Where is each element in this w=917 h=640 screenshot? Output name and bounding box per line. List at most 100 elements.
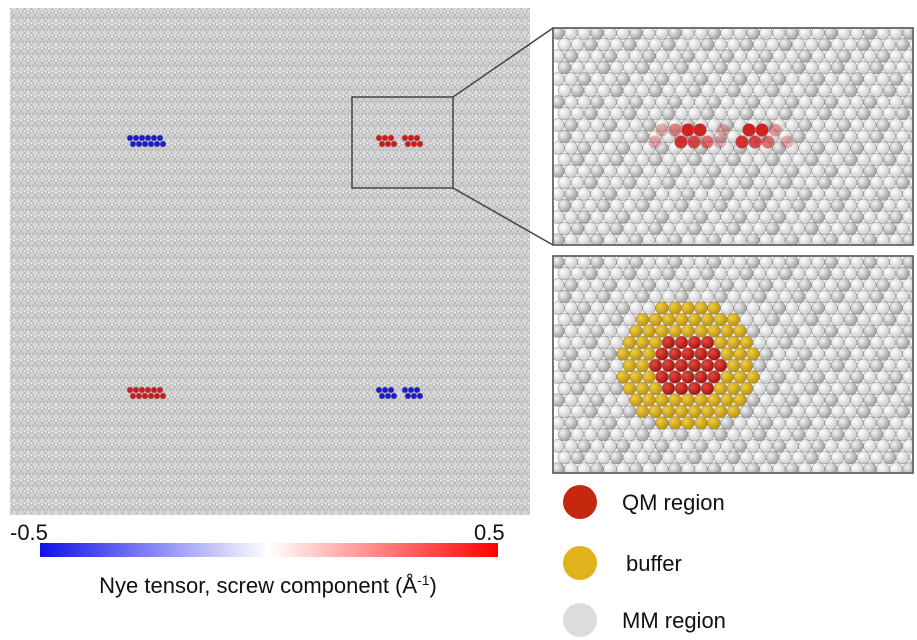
atom: [721, 417, 734, 430]
atom: [727, 313, 740, 326]
atom: [688, 405, 701, 418]
atom: [591, 142, 604, 155]
atom: [597, 359, 610, 372]
atom: [636, 107, 649, 120]
atom: [753, 405, 766, 418]
atom: [857, 359, 870, 372]
atom: [805, 107, 818, 120]
atom: [630, 302, 643, 315]
atom: [825, 142, 838, 155]
atom: [792, 267, 805, 280]
atom: [753, 267, 766, 280]
atom: [766, 107, 779, 120]
atom: [896, 382, 909, 395]
atom: [844, 153, 857, 166]
atom: [805, 359, 818, 372]
atom: [669, 279, 682, 292]
atom: [831, 336, 844, 349]
atom: [760, 188, 773, 201]
atom: [851, 165, 864, 178]
atom: [623, 38, 636, 51]
atom: [675, 359, 688, 372]
label-text: Nye tensor, screw component (Å: [99, 573, 417, 598]
atom: [766, 428, 779, 441]
atom: [610, 359, 623, 372]
atom: [721, 348, 734, 361]
atom: [792, 61, 805, 74]
atom: [669, 256, 682, 269]
atom: [714, 176, 727, 189]
atom: [883, 267, 896, 280]
atom: [773, 440, 786, 453]
atom: [877, 348, 890, 361]
atom: [157, 387, 163, 393]
atom: [643, 188, 656, 201]
atom: [405, 393, 411, 399]
atom: [864, 96, 877, 109]
atom: [376, 387, 382, 393]
atom: [870, 38, 883, 51]
atom: [727, 107, 740, 120]
atom: [688, 199, 701, 212]
atom: [727, 405, 740, 418]
atom: [838, 73, 851, 86]
label-superscript: -1: [417, 572, 430, 588]
atom: [870, 382, 883, 395]
atom: [786, 440, 799, 453]
atom: [870, 290, 883, 303]
atom: [799, 394, 812, 407]
atom: [630, 325, 643, 338]
atom: [825, 417, 838, 430]
atom: [695, 73, 708, 86]
atom: [630, 371, 643, 384]
atom: [695, 279, 708, 292]
atom: [669, 50, 682, 63]
atom: [753, 382, 766, 395]
atom: [799, 73, 812, 86]
atom: [864, 119, 877, 132]
atom: [831, 290, 844, 303]
atom: [883, 176, 896, 189]
atom: [385, 393, 391, 399]
atom: [857, 267, 870, 280]
atom: [571, 130, 584, 143]
atom: [382, 135, 388, 141]
atom: [682, 279, 695, 292]
atom: [565, 302, 578, 315]
atom: [890, 119, 903, 132]
atom: [565, 256, 578, 269]
atom: [799, 279, 812, 292]
atom: [734, 165, 747, 178]
atom: [870, 451, 883, 464]
atom: [721, 96, 734, 109]
atom: [818, 61, 831, 74]
atom: [417, 141, 423, 147]
atom: [825, 348, 838, 361]
atom: [781, 136, 794, 149]
atom: [753, 176, 766, 189]
atom: [825, 302, 838, 315]
atom: [604, 165, 617, 178]
atom: [877, 50, 890, 63]
atom: [890, 348, 903, 361]
atom: [740, 107, 753, 120]
legend-swatch: [563, 485, 597, 519]
atom: [584, 267, 597, 280]
atom: [649, 176, 662, 189]
atom: [714, 336, 727, 349]
atom: [682, 302, 695, 315]
atom: [864, 211, 877, 224]
atom: [877, 325, 890, 338]
atom: [591, 73, 604, 86]
atom: [864, 371, 877, 384]
atom: [597, 428, 610, 441]
atom: [786, 188, 799, 201]
atom: [864, 394, 877, 407]
atom: [721, 73, 734, 86]
atom: [812, 279, 825, 292]
atom: [623, 313, 636, 326]
atom: [714, 382, 727, 395]
atom: [805, 451, 818, 464]
atom: [656, 124, 669, 137]
atom: [727, 267, 740, 280]
